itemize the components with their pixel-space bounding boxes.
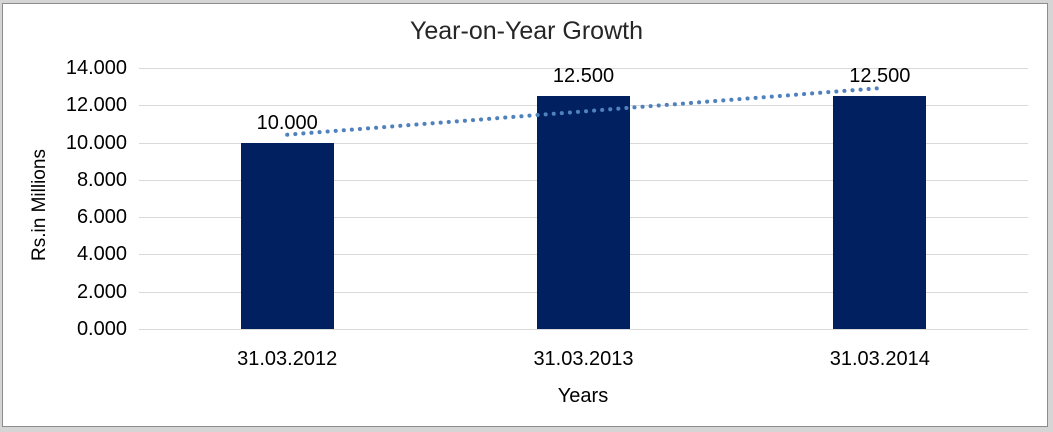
- bar-value-label: 12.500: [552, 65, 615, 87]
- chart-title: Year-on-Year Growth: [409, 17, 643, 45]
- bar: [240, 142, 334, 329]
- bar: [833, 96, 927, 329]
- y-tick-label: 4.000: [76, 243, 127, 266]
- x-category-label: 31.03.2013: [533, 348, 634, 370]
- y-tick-label: 0.000: [76, 318, 127, 340]
- y-tick-label: 14.000: [65, 57, 127, 79]
- y-tick-label: 8.000: [76, 168, 127, 191]
- x-category-label: 31.03.2012: [237, 348, 338, 370]
- y-tick-label: 12.000: [65, 94, 127, 117]
- y-tick-label: 6.000: [76, 206, 127, 229]
- x-axis-title: Years: [557, 385, 609, 407]
- gridline: [139, 68, 1028, 69]
- x-category-label: 31.03.2014: [829, 348, 930, 370]
- gridline: [139, 329, 1028, 330]
- bar-value-label: 10.000: [256, 111, 318, 134]
- y-tick-label: 2.000: [76, 280, 127, 303]
- bar-value-label: 12.500: [849, 65, 911, 87]
- bar: [537, 96, 630, 329]
- y-tick-label: 10.000: [65, 131, 127, 154]
